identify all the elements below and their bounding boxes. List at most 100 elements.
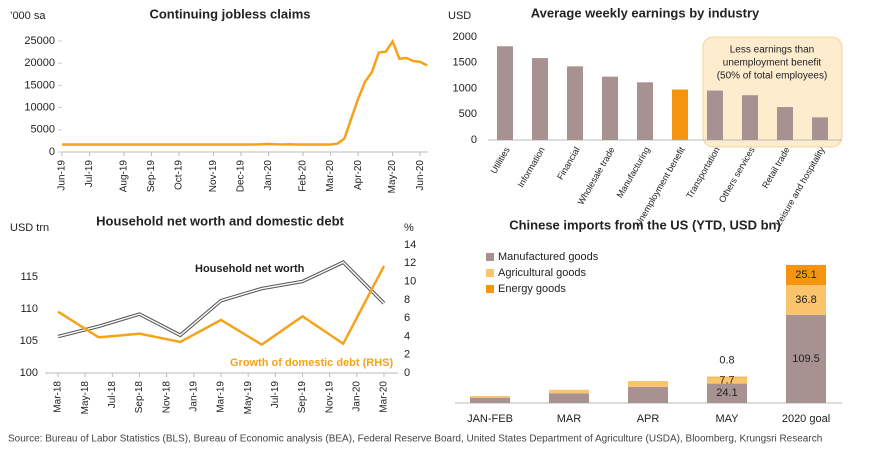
x-tick-label: Mar-20 [325,160,336,192]
bar [602,76,618,140]
y2-tick-label: 8 [404,294,410,306]
data-label: 0.8 [719,355,734,367]
annotation: (50% of total employees) [717,71,828,82]
y-tick-label: 100 [20,367,38,379]
y-tick-label: 2000 [453,31,477,43]
data-label: 7.7 [719,374,734,386]
y2-tick-label: 0 [404,367,410,379]
line-highlight [57,261,385,338]
y2-tick-label: 14 [404,239,416,251]
x-tick-label: MAY [715,413,739,425]
x-tick-label: Jun-20 [415,160,426,191]
bar-segment [549,390,589,394]
x-tick-label: Jan-20 [351,381,362,412]
chart-title: Household net worth and domestic debt [96,213,344,228]
x-tick-label: APR [637,413,660,425]
legend-label: Energy goods [498,283,566,295]
x-tick-label: Jan-19 [188,381,199,412]
series-label: Growth of domestic debt (RHS) [230,357,394,369]
y-tick-label: 0 [471,134,477,146]
bar-segment [786,314,826,403]
bar [497,46,513,140]
data-label: 36.8 [795,294,816,306]
line [57,265,386,347]
annotation-box [702,36,843,148]
x-tick-label: May-20 [387,160,398,194]
data-label: 109.5 [792,353,820,365]
y2-tick-label: 4 [404,330,410,342]
x-tick-label: Manufacturing [615,145,652,199]
y-tick-label: 500 [459,108,477,120]
x-tick-label: Jun-19 [57,160,68,191]
y-tick-label: 0 [49,146,55,158]
annotation: Less earnings than [730,45,815,56]
legend-label: Manufactured goods [498,251,599,263]
x-tick-label: Mar-19 [216,381,227,413]
y-tick-label: 10000 [24,102,55,114]
y-tick-label: 110 [20,303,38,315]
x-tick-label: MAR [557,413,582,425]
y-tick-label: 20000 [24,57,55,69]
y2-tick-label: 2 [404,349,410,361]
y2-tick-label: 6 [404,312,410,324]
x-tick-label: JAN-FEB [467,413,513,425]
x-tick-label: Utilities [489,145,512,176]
x-tick-label: Sep-19 [297,381,308,414]
x-tick-label: Wholesale trade [576,145,617,206]
y-tick-label: 25000 [24,35,55,47]
chart-title: Continuing jobless claims [149,6,310,21]
bar-segment [470,397,510,403]
x-tick-label: Mar-20 [379,381,390,413]
x-tick-label: Transportation [684,145,722,200]
bar [532,58,548,140]
x-tick-label: 2020 goal [782,413,830,425]
x-tick-label: Financial [555,145,582,181]
annotation: unemployment benefit [723,58,822,69]
bar-segment [470,396,510,398]
x-tick-label: Sep-18 [134,381,145,414]
y-axis-label: USD [448,10,471,22]
x-tick-label: Dec-19 [236,160,247,193]
y-tick-label: 105 [20,335,38,347]
bar [777,107,793,140]
x-tick-label: Aug-19 [119,160,130,193]
legend-swatch [486,269,494,277]
x-tick-label: Oct-19 [174,160,185,190]
y-tick-label: 115 [20,271,38,283]
bar-segment [786,264,826,286]
y-axis-label: USD trn [10,222,49,234]
x-tick-label: Jul-19 [84,160,95,188]
x-tick-label: Sep-19 [146,160,157,193]
x-tick-label: Nov-19 [324,381,335,414]
x-tick-label: Information [516,145,547,189]
bar [707,90,723,140]
bar [742,95,758,140]
data-label: 24.1 [716,387,737,399]
x-tick-label: Mar-18 [53,381,64,413]
y-tick-label: 1000 [453,82,477,94]
chart-title: Chinese imports from the US (YTD, USD bn… [509,217,781,232]
x-tick-label: Others services [717,145,757,205]
bar [637,82,653,140]
y-axis-label: ’000 sa [10,10,46,22]
bar-segment [628,386,668,403]
y2-tick-label: 12 [404,257,416,269]
bar-segment [786,285,826,315]
y-tick-label: 15000 [24,79,55,91]
x-tick-label: May-18 [80,381,91,415]
x-tick-label: Retail trade [760,145,792,190]
bar-segment [628,381,668,387]
x-tick-label: Jul-19 [270,381,281,409]
y2-tick-label: 10 [404,275,416,287]
bar [672,89,688,140]
x-tick-label: Nov-18 [161,381,172,414]
x-tick-label: Apr-20 [353,160,364,190]
bar [567,66,583,140]
y-tick-label: 5000 [31,124,55,136]
chart-title: Average weekly earnings by industry [531,5,760,20]
x-tick-label: May-19 [243,381,254,415]
legend-label: Agricultural goods [498,267,587,279]
bar-segment [707,377,747,384]
legend-swatch [486,285,494,293]
